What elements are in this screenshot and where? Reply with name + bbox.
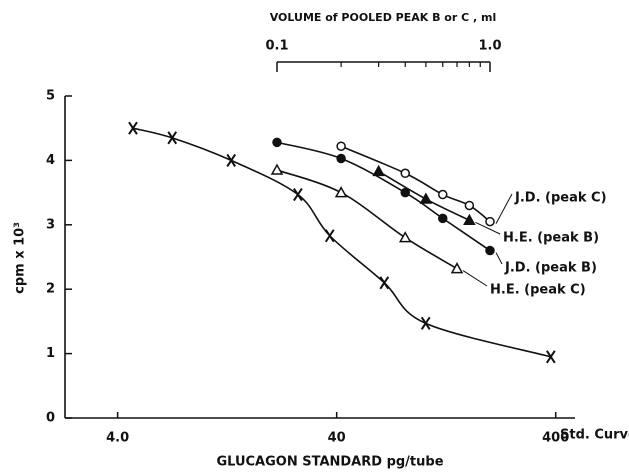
marker-circle	[272, 137, 282, 148]
top-tick-label: 1.0	[478, 39, 501, 54]
marker-circle	[400, 168, 410, 179]
series-label: J.D. (peak C)	[514, 191, 607, 206]
marker-x	[420, 316, 431, 330]
marker-x	[226, 153, 237, 167]
marker-x	[293, 187, 303, 202]
y-axis-title: cpm x 10³	[13, 222, 28, 294]
marker-triangle	[372, 164, 385, 177]
x-tick-label: 40	[328, 431, 346, 446]
marker-x	[545, 350, 556, 364]
series-label: H.E. (peak C)	[490, 283, 586, 298]
marker-circle	[437, 213, 448, 224]
marker-triangle	[270, 163, 284, 175]
top-tick-label: 0.1	[265, 39, 288, 54]
marker-circle	[336, 153, 346, 164]
label-leader	[495, 252, 503, 265]
x-tick-label: 400	[542, 431, 569, 446]
y-tick-label: 4	[46, 153, 55, 168]
marker-circle	[336, 141, 346, 151]
marker-x	[324, 229, 335, 243]
y-tick-label: 2	[46, 282, 55, 297]
series-line	[378, 170, 470, 222]
y-tick-label: 5	[46, 89, 55, 104]
y-tick-label: 0	[46, 411, 55, 426]
marker-x	[128, 121, 138, 135]
marker-circle	[464, 200, 475, 211]
marker-triangle	[463, 213, 476, 226]
marker-triangle	[334, 186, 348, 198]
label-leader	[495, 193, 513, 224]
y-tick-label: 1	[46, 346, 55, 361]
marker-circle	[400, 187, 410, 198]
series-label: Std. Curve	[560, 428, 629, 443]
series-line	[276, 169, 458, 270]
marker-x	[167, 131, 178, 145]
series-line	[276, 141, 491, 252]
top-axis-title: VOLUME of POOLED PEAK B or C , ml	[270, 11, 497, 24]
series-label: H.E. (peak B)	[503, 231, 599, 246]
x-axis-title: GLUCAGON STANDARD pg/tube	[216, 455, 443, 470]
marker-triangle	[419, 192, 433, 204]
series-label: J.D. (peak B)	[504, 261, 597, 276]
marker-triangle	[398, 231, 412, 243]
marker-circle	[485, 245, 495, 256]
marker-x	[379, 276, 390, 290]
x-tick-label: 4.0	[106, 431, 129, 446]
marker-circle	[437, 189, 448, 200]
label-leader	[475, 221, 501, 235]
series-line	[340, 145, 491, 223]
label-leader	[462, 270, 488, 287]
marker-circle	[485, 216, 495, 227]
y-tick-label: 3	[46, 217, 55, 232]
marker-triangle	[450, 262, 464, 274]
